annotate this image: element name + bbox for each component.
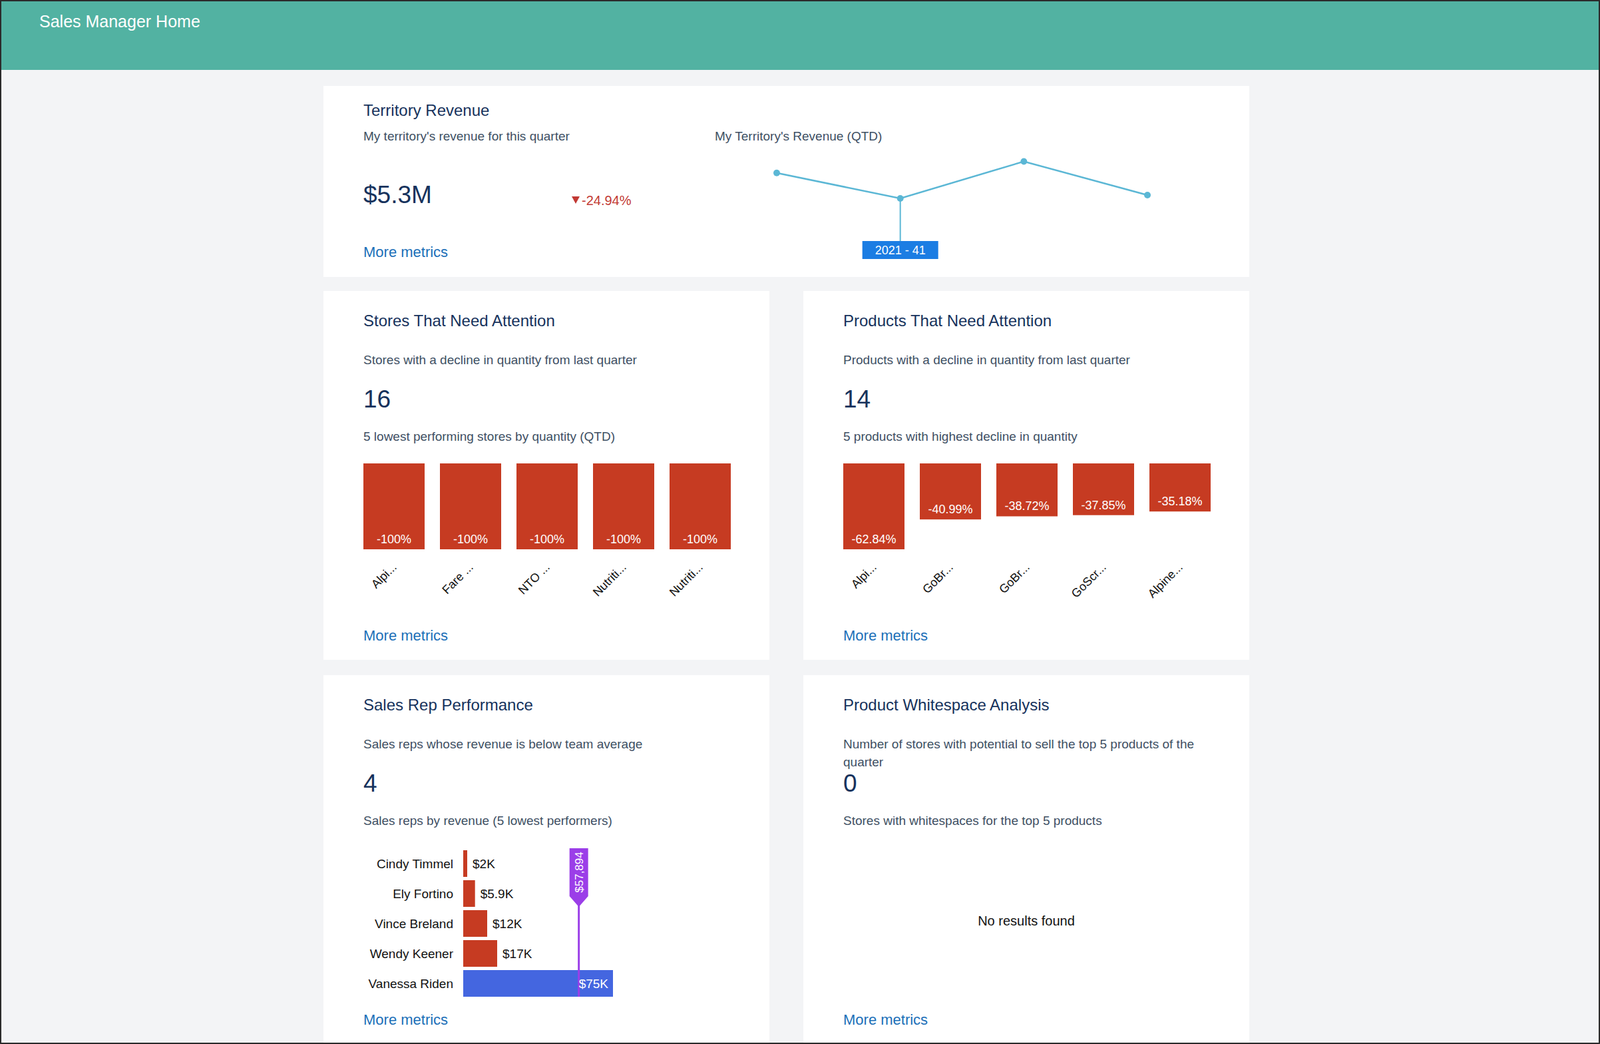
more-metrics-link[interactable]: More metrics bbox=[363, 624, 448, 646]
category-label: 2021 - 41 bbox=[875, 243, 926, 257]
bar bbox=[919, 463, 982, 520]
data-label: -62.84% bbox=[851, 532, 896, 546]
down-icon bbox=[571, 196, 580, 204]
page: Sales Manager Home Territory Revenue My te… bbox=[0, 0, 1600, 1044]
highlight-box bbox=[862, 240, 939, 259]
bar bbox=[996, 463, 1058, 516]
line-point bbox=[1020, 158, 1027, 166]
card-subtitle: Number of stores with potential to sell … bbox=[843, 734, 1216, 771]
reference-line bbox=[577, 895, 580, 997]
category-label: Vince Breland bbox=[374, 916, 454, 931]
card bbox=[803, 290, 1250, 660]
bar bbox=[463, 909, 488, 937]
card bbox=[323, 290, 770, 660]
card-title: Sales Rep Performance bbox=[363, 693, 534, 717]
data-label: -100% bbox=[376, 532, 412, 546]
data-label: $12K bbox=[492, 916, 523, 931]
bar bbox=[516, 463, 578, 550]
bar bbox=[463, 969, 613, 997]
category-label: Alpine... bbox=[1145, 560, 1186, 601]
data-label: -35.18% bbox=[1157, 494, 1202, 508]
bar bbox=[463, 849, 468, 877]
category-label: Alpi... bbox=[368, 560, 400, 592]
category-label: NTO ... bbox=[515, 560, 553, 598]
highlight-line bbox=[899, 198, 902, 241]
card-title: Stores That Need Attention bbox=[363, 309, 556, 333]
more-metrics-link[interactable]: More metrics bbox=[843, 1008, 928, 1030]
category-label: Fare ... bbox=[439, 560, 476, 597]
metric-value: $5.3M bbox=[363, 177, 432, 213]
more-metrics-link[interactable]: More metrics bbox=[363, 1008, 448, 1030]
card-title: Products That Need Attention bbox=[843, 309, 1052, 333]
category-label: Vanessa Riden bbox=[368, 976, 454, 991]
plot-area bbox=[363, 463, 731, 550]
bar bbox=[593, 463, 655, 550]
bar bbox=[843, 463, 905, 550]
bar bbox=[439, 463, 502, 550]
card-subtitle: Sales reps whose revenue is below team a… bbox=[363, 734, 643, 753]
more-metrics-link[interactable]: More metrics bbox=[363, 241, 448, 263]
chart-title: 5 products with highest decline in quant… bbox=[843, 427, 1078, 446]
category-label: GoBr... bbox=[919, 560, 956, 597]
category-label: Nutriti... bbox=[666, 560, 706, 600]
category-label: Ely Fortino bbox=[392, 886, 454, 901]
chart-title: 5 lowest performing stores by quantity (… bbox=[363, 427, 615, 446]
reference-label: $57,894 bbox=[573, 851, 586, 892]
card-subtitle: My territory's revenue for this quarter bbox=[363, 127, 570, 146]
category-label: GoBr... bbox=[996, 560, 1033, 597]
bar bbox=[1149, 463, 1211, 512]
data-label: -37.85% bbox=[1080, 498, 1126, 512]
chart-layer: 2021 - 41 -100% Alpi... -100% Fare ... -100% N… bbox=[1, 1, 1599, 1043]
chart-title: Stores with whitespaces for the top 5 pr… bbox=[843, 811, 1103, 830]
category-label: Nutriti... bbox=[590, 560, 629, 600]
data-label: -40.99% bbox=[927, 502, 973, 516]
plot-area bbox=[463, 849, 613, 997]
bar bbox=[463, 939, 498, 967]
category-label: Wendy Keener bbox=[370, 946, 454, 961]
plot-area bbox=[843, 463, 1211, 550]
metric-value: 14 bbox=[843, 382, 871, 417]
bar bbox=[363, 463, 425, 550]
plot-area bbox=[773, 158, 1151, 203]
data-label: -38.72% bbox=[1004, 499, 1049, 513]
card-subtitle: Stores with a decline in quantity from l… bbox=[363, 350, 637, 369]
bar bbox=[1072, 463, 1135, 516]
metric-value: 0 bbox=[843, 766, 858, 801]
chart-title: Sales reps by revenue (5 lowest performe… bbox=[363, 811, 613, 830]
metric-value: 16 bbox=[363, 382, 391, 417]
line-point bbox=[1144, 191, 1151, 199]
bar bbox=[669, 463, 731, 550]
card bbox=[803, 674, 1250, 1044]
header-bar bbox=[1, 1, 1599, 70]
data-label: -100% bbox=[682, 532, 718, 546]
data-label: -100% bbox=[529, 532, 565, 546]
metric-value: 4 bbox=[363, 766, 378, 801]
data-label: $2K bbox=[472, 856, 496, 871]
header-title: Sales Manager Home bbox=[39, 9, 201, 34]
line-series bbox=[776, 161, 1148, 200]
category-label: GoScr... bbox=[1068, 560, 1109, 601]
bar bbox=[463, 879, 476, 907]
card-title: Product Whitespace Analysis bbox=[843, 693, 1049, 717]
line-point bbox=[897, 195, 904, 202]
data-label: $17K bbox=[502, 946, 533, 961]
data-label: -100% bbox=[453, 532, 488, 546]
card-subtitle: Products with a decline in quantity from… bbox=[843, 350, 1131, 369]
category-label: Alpi... bbox=[848, 560, 880, 592]
more-metrics-link[interactable]: More metrics bbox=[843, 624, 928, 646]
data-label: $75K bbox=[579, 976, 609, 991]
metric-change: -24.94% bbox=[581, 191, 632, 210]
data-label: -100% bbox=[606, 532, 641, 546]
data-label: $5.9K bbox=[480, 886, 514, 901]
line-point bbox=[773, 169, 781, 177]
chart-title: My Territory's Revenue (QTD) bbox=[714, 127, 882, 146]
reference-flag bbox=[569, 847, 589, 907]
category-label: Cindy Timmel bbox=[376, 856, 454, 871]
empty-message: No results found bbox=[977, 913, 1075, 928]
card bbox=[323, 674, 770, 1044]
card-title: Territory Revenue bbox=[363, 99, 490, 122]
